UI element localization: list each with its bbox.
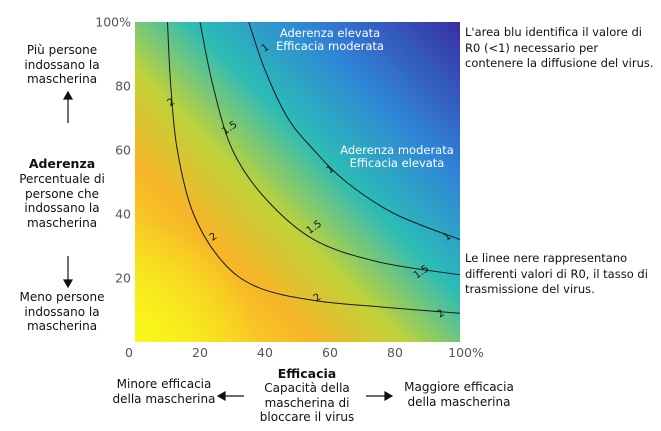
blue-area-note: L'area blu identifica il valore di R0 (<… [465,25,654,70]
heatmap-low-glow [135,22,460,342]
y-tick-label: 100% [95,15,131,30]
x-tick-label: 20 [192,345,208,360]
black-lines-note: Le linee nere rappresentano differenti v… [465,251,648,296]
y-tick-label: 60 [115,143,131,158]
contour-label-1-0: 1 [260,42,272,55]
up-arrow-head-icon [62,90,74,100]
higher-efficacy-label: Maggiore efficacia della mascherina [404,380,514,409]
more-people-label: Più persone indossano la mascherina [24,43,100,86]
contour-line-r0-1-5 [199,21,461,276]
chart-annotation-ann1-line-1: Efficacia moderata [276,39,384,53]
contour-label-2-0: 2 [166,96,178,109]
y-tick-label: 40 [115,207,131,222]
aderenza-description: Percentuale di persone che indossano la … [19,172,105,230]
fewer-people-label: Meno persone indossano la mascherina [19,290,105,333]
y-tick-label: 80 [115,79,131,94]
x-tick-label: 100% [448,345,484,360]
x-tick-label: 40 [257,345,273,360]
contour-label-1-1: 1 [325,164,337,177]
lower-efficacy-label: Minore efficacia della mascherina [112,377,216,406]
x-tick-label: 80 [387,345,403,360]
contour-label-2-1: 2 [208,231,220,244]
contour-line-r0-1 [248,21,461,241]
contour-label-2-3: 2 [435,308,447,321]
chart-annotation-ann2-line-1: Efficacia elevata [350,156,445,170]
contour-label-1-2: 1 [442,231,454,244]
aderenza-title: Aderenza [28,156,96,171]
contour-line-r0-2 [167,21,461,314]
contour-label-2-2: 2 [312,292,324,305]
chart-annotation-ann2-line-0: Aderenza moderata [340,143,454,157]
y-tick-label: 20 [115,271,131,286]
efficacia-description: Capacità della mascherina di bloccare il… [259,381,355,424]
efficacia-title: Efficacia [277,366,337,381]
chart-annotation-ann1-line-0: Aderenza elevata [280,26,380,40]
x-tick-label: 0 [125,345,133,360]
down-arrow-head-icon [62,279,74,289]
x-tick-label: 60 [322,345,338,360]
right-arrow-head-icon [384,390,394,402]
left-arrow-head-icon [216,390,226,402]
